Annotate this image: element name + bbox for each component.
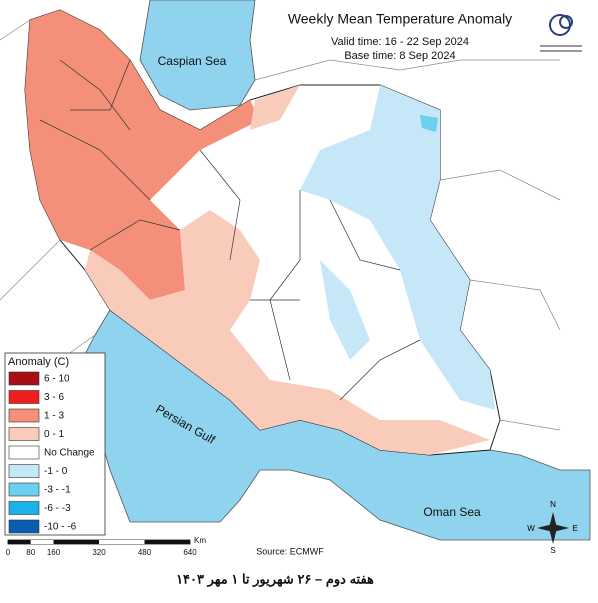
legend-swatch [8,501,40,515]
scale-label: 320 [92,548,106,557]
legend-label: -3 - -1 [44,485,71,496]
source: Source: ECMWF [256,546,324,556]
logo [540,14,582,52]
legend-title: Anomaly (C) [8,356,69,368]
scale-segment [53,540,99,544]
title: Weekly Mean Temperature Anomaly [288,11,512,27]
scale-label: 480 [138,548,152,557]
zone-0-1-north [250,85,300,130]
legend-label: 6 - 10 [44,374,70,385]
scale-label: 160 [47,548,61,557]
scale-bar: 0 80 160 320 480 640 Km [6,536,207,557]
scale-segment [30,540,54,544]
legend-swatch [8,445,40,460]
footer: هفته دوم – ۲۶ شهریور تا ۱ مهر ۱۴۰۳ [176,571,374,587]
scale-label: 640 [183,548,197,557]
legend-swatch [8,371,40,386]
scale-segment [99,540,145,544]
compass-w: W [527,524,535,533]
legend-label: No Change [44,448,95,459]
scale-label: 80 [26,548,35,557]
caspian-label: Caspian Sea [158,54,227,68]
zone-neg-1-0-central [320,260,370,360]
legend-label: 3 - 6 [44,392,64,403]
legend-label: 0 - 1 [44,429,64,440]
legend-swatch [8,519,40,534]
legend: Anomaly (C) 6 - 10 3 - 6 1 - 3 0 - 1 No Chan… [4,352,106,536]
legend-swatch [8,390,40,404]
valid-time: Valid time: 16 - 22 Sep 2024 [331,36,469,48]
scale-unit: Km [194,536,206,545]
zone-neg-1-0 [300,85,495,410]
scale-segment [8,540,31,544]
map: Caspian Sea Persian Gulf Oman Sea [0,0,591,541]
legend-label: -6 - -3 [44,503,71,514]
compass-s: S [550,546,555,555]
legend-swatch [8,427,40,441]
zone-0-1 [85,210,490,455]
header: Weekly Mean Temperature Anomaly Valid ti… [288,11,582,62]
legend-label: -10 - -6 [44,522,77,533]
compass: N S E W [527,500,577,555]
base-time: Base time: 8 Sep 2024 [344,50,455,62]
legend-swatch [8,408,40,423]
oman-label: Oman Sea [423,505,481,519]
legend-swatch [8,464,40,478]
legend-label: 1 - 3 [44,411,64,422]
compass-e: E [572,524,577,533]
caspian-sea [139,0,256,111]
scale-label: 0 [6,548,11,557]
zone-neg-3-1 [420,115,438,132]
province-borders [39,59,421,401]
scale-segment [144,540,190,544]
legend-label: -1 - 0 [44,466,68,477]
compass-n: N [550,500,556,509]
legend-swatch [8,482,40,497]
zone-1-3 [25,10,260,300]
